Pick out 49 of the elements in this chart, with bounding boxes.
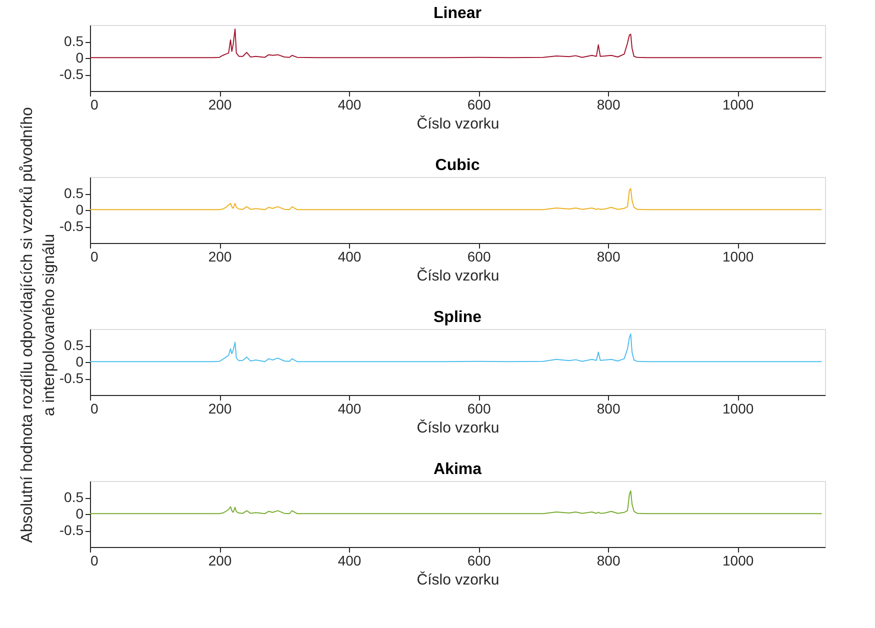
x-axis-title: Číslo vzorku [416,570,500,588]
y-tick-label: 0 [76,202,84,218]
x-tick-label: 0 [90,248,98,264]
line-series [90,490,822,514]
chart-title: Akima [433,461,482,478]
x-tick-label: 1000 [722,96,754,112]
x-tick-label: 1000 [722,552,754,568]
x-tick-label: 400 [338,552,362,568]
x-tick-label: 1000 [722,248,754,264]
y-tick-label: 0.5 [64,33,84,49]
line-series [90,188,822,210]
x-tick-label: 600 [467,248,491,264]
x-tick-label: 0 [90,552,98,568]
x-tick-label: 200 [208,552,232,568]
y-tick-label: 0 [76,506,84,522]
chart-title: Linear [433,5,482,22]
x-tick-label: 800 [596,96,620,112]
chart-title: Spline [433,309,482,326]
x-tick-label: 0 [90,400,98,416]
x-tick-label: 600 [467,400,491,416]
x-tick-label: 400 [338,400,362,416]
x-tick-label: 200 [208,248,232,264]
x-axis-title: Číslo vzorku [416,266,500,284]
x-axis-title: Číslo vzorku [416,114,500,132]
y-tick-label: 0.5 [64,185,84,201]
x-tick-label: 200 [208,96,232,112]
y-tick-label: 0 [76,50,84,66]
x-axis-title: Číslo vzorku [416,418,500,436]
x-tick-label: 200 [208,400,232,416]
x-tick-label: 1000 [722,400,754,416]
y-tick-label: -0.5 [59,522,84,538]
x-tick-label: 800 [596,552,620,568]
y-tick-label: 0.5 [64,337,84,353]
x-tick-label: 600 [467,96,491,112]
x-tick-label: 0 [90,96,98,112]
y-tick-label: 0 [76,354,84,370]
x-tick-label: 600 [467,552,491,568]
y-tick-label: -0.5 [59,218,84,234]
y-axis-title: Absolutní hodnota rozdílu odpovídajících si vzorků původního a interpolovaného signálu [19,106,58,543]
y-tick-label: -0.5 [59,66,84,82]
x-tick-label: 400 [338,248,362,264]
line-series [90,333,822,362]
line-series [90,28,822,58]
y-tick-label: 0.5 [64,489,84,505]
y-tick-label: -0.5 [59,370,84,386]
x-tick-label: 800 [596,400,620,416]
x-tick-label: 800 [596,248,620,264]
x-tick-label: 400 [338,96,362,112]
chart-title: Cubic [435,157,480,174]
